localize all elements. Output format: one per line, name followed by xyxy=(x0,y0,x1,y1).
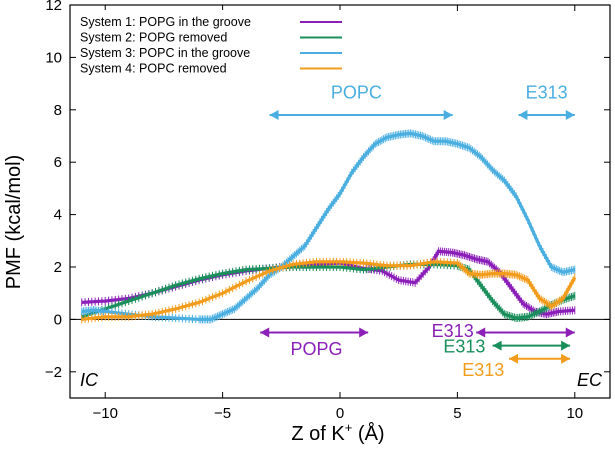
arrowhead-right xyxy=(443,110,453,121)
legend-label: System 1: POPG in the groove xyxy=(80,15,251,29)
ec-label: EC xyxy=(577,370,603,390)
arrowhead-left xyxy=(476,327,486,338)
legend: System 1: POPG in the groove System 2: PO… xyxy=(76,10,348,76)
annotation-e313: E313 xyxy=(432,321,575,341)
arrowhead-right xyxy=(359,327,369,338)
annotation-popc: POPC xyxy=(269,82,453,121)
x-axis-label: Z of K+ (Å) xyxy=(291,420,384,445)
arrowhead-left xyxy=(492,340,502,351)
x-tick-label: 5 xyxy=(453,405,461,422)
arrowhead-right xyxy=(561,353,571,364)
arrowhead-left xyxy=(518,110,528,121)
x-tick-label: 10 xyxy=(566,405,583,422)
y-tick-label: 10 xyxy=(45,49,62,66)
y-tick-label: −2 xyxy=(45,364,62,381)
annotation-popg: POPG xyxy=(260,327,369,359)
annotation-e313: E313 xyxy=(443,337,571,357)
x-axis-label-superscript: + xyxy=(345,420,353,435)
x-tick-label: 0 xyxy=(336,405,344,422)
y-tick-label: 6 xyxy=(54,154,62,171)
arrowhead-right xyxy=(561,340,571,351)
arrowhead-left xyxy=(509,353,519,364)
legend-label: System 2: POPG removed xyxy=(80,31,227,45)
arrowhead-right xyxy=(565,327,575,338)
series-4 xyxy=(81,257,577,324)
x-axis-label-unit: (Å) xyxy=(352,422,384,445)
y-tick-label: 0 xyxy=(54,311,62,328)
annotation-label: POPC xyxy=(331,82,382,102)
annotation-label: POPG xyxy=(291,339,343,359)
x-tick-label: −10 xyxy=(92,405,117,422)
annotation-e313: E313 xyxy=(518,82,575,121)
legend-label: System 4: POPC removed xyxy=(80,62,227,76)
axes-layer: −10 −5 0 5 10 −2 0 2 4 6 8 10 12 xyxy=(45,0,610,422)
legend-label: System 3: POPC in the groove xyxy=(80,46,250,60)
annotation-label: E313 xyxy=(462,360,504,380)
annotation-label: E313 xyxy=(526,82,568,102)
y-axis-label: PMF (kcal/mol) xyxy=(3,155,25,289)
arrowhead-left xyxy=(269,110,279,121)
y-tick-label: 4 xyxy=(54,207,62,224)
y-tick-label: 8 xyxy=(54,102,62,119)
annotation-e313: E313 xyxy=(462,353,571,380)
y-tick-label: 12 xyxy=(45,0,62,14)
annotation-label: E313 xyxy=(432,321,474,341)
y-tick-label: 2 xyxy=(54,259,62,276)
x-tick-label: −5 xyxy=(214,405,231,422)
series-layer xyxy=(81,129,577,324)
x-axis-label-main: Z of K xyxy=(291,423,345,445)
annotation-label: E313 xyxy=(443,337,485,357)
arrowhead-left xyxy=(260,327,270,338)
arrowhead-right xyxy=(565,110,575,121)
ic-label: IC xyxy=(80,370,99,390)
